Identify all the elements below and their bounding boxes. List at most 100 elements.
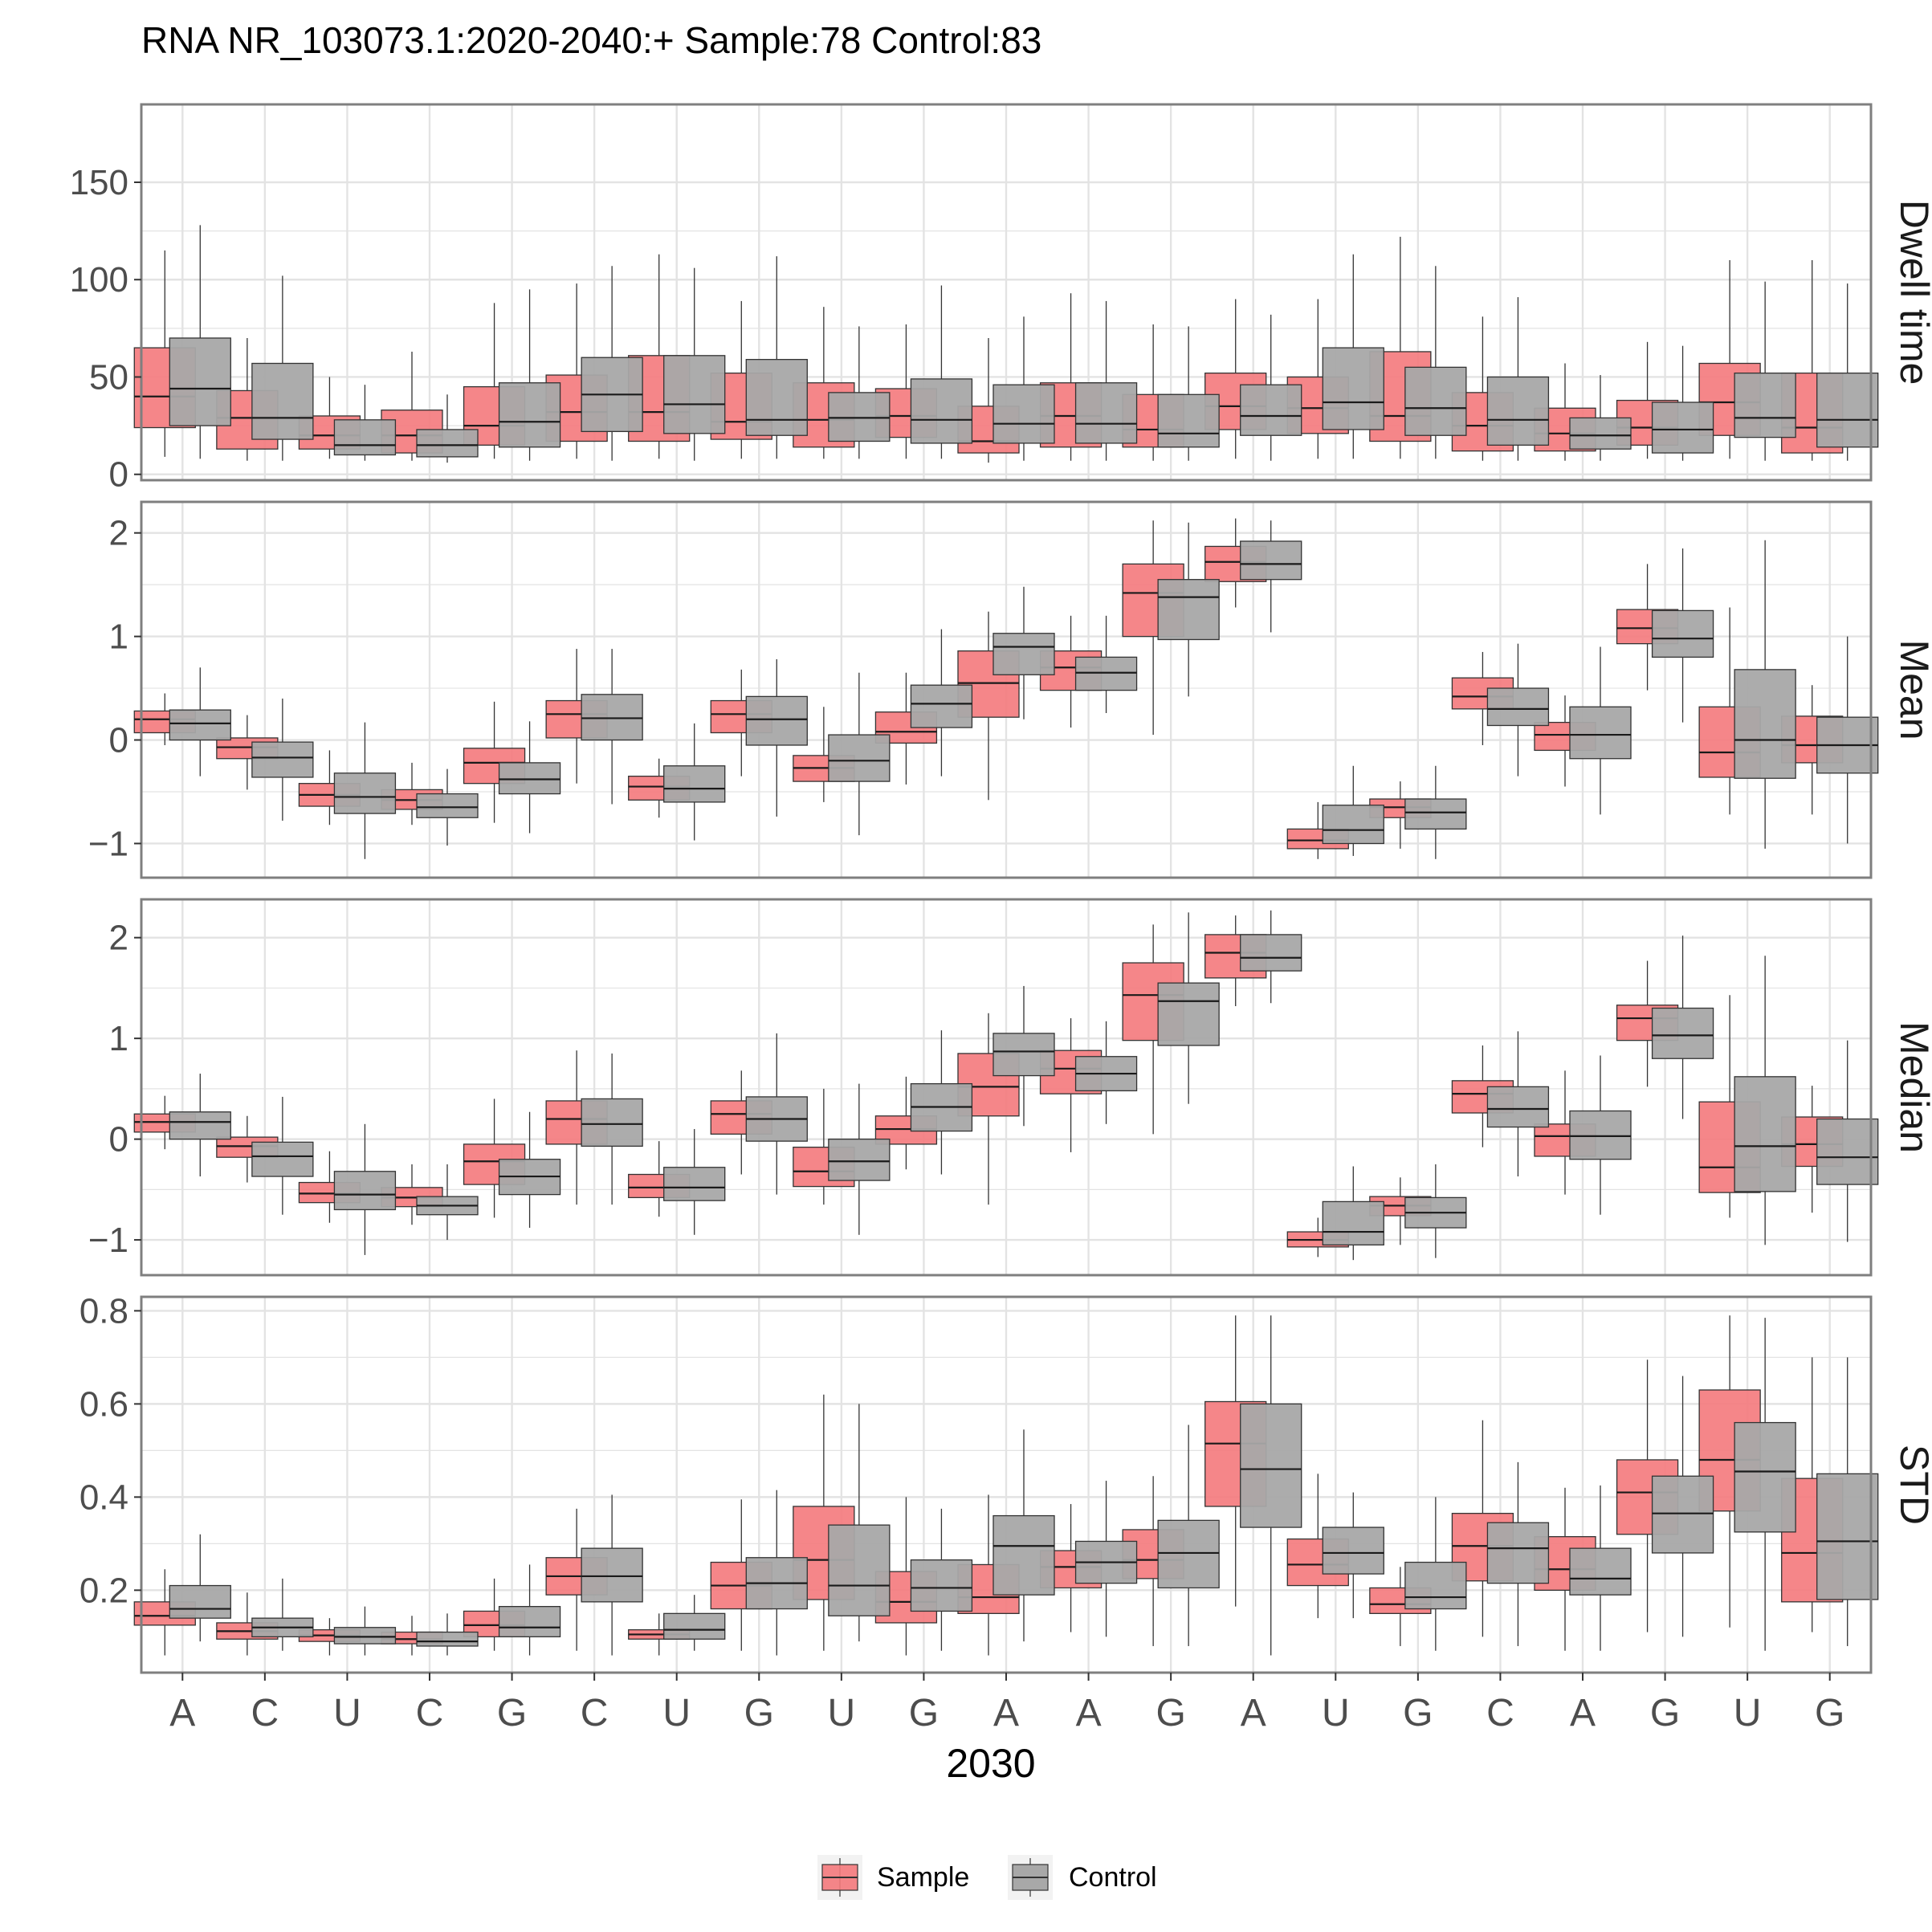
box-body xyxy=(1322,347,1384,430)
panel-border xyxy=(140,898,1873,1277)
box-control xyxy=(581,649,643,805)
y-tick-label: 1 xyxy=(109,618,128,657)
y-tick-label: 50 xyxy=(89,357,128,397)
box-body xyxy=(416,1631,479,1647)
box-body xyxy=(1157,393,1220,448)
box-control xyxy=(992,985,1055,1127)
x-tick-label: G xyxy=(1156,1692,1185,1734)
box-control xyxy=(1734,281,1796,461)
box-body xyxy=(1404,1561,1467,1610)
y-tick-label: 0.4 xyxy=(79,1478,128,1517)
box-control xyxy=(251,1578,314,1651)
box-body xyxy=(581,1547,643,1603)
box-control xyxy=(169,667,231,776)
box-body xyxy=(1816,1473,1879,1600)
box-control xyxy=(1074,300,1138,461)
box-control xyxy=(251,275,314,461)
box-control xyxy=(745,256,808,459)
box-control xyxy=(910,629,973,776)
x-tick-label: G xyxy=(1815,1692,1844,1734)
box-control xyxy=(663,723,726,841)
box-control xyxy=(663,267,726,461)
x-tick-label: U xyxy=(662,1692,691,1734)
box-body xyxy=(828,1524,891,1616)
box-body xyxy=(333,419,397,456)
box-body xyxy=(1074,656,1138,691)
box-control xyxy=(992,1429,1055,1642)
box-control xyxy=(1651,345,1714,461)
box-body xyxy=(663,1612,726,1640)
box-control xyxy=(1322,1492,1384,1619)
box-control xyxy=(1486,297,1550,461)
box-body xyxy=(1569,417,1632,450)
x-tick-label: G xyxy=(1403,1692,1433,1734)
box-body xyxy=(581,694,643,741)
box-control xyxy=(251,1096,314,1215)
box-control xyxy=(416,768,479,846)
box-body xyxy=(169,1584,231,1619)
box-control xyxy=(663,1595,726,1651)
box-control xyxy=(1816,1040,1879,1242)
x-tick-label: A xyxy=(1076,1692,1102,1734)
box-control xyxy=(910,1030,973,1175)
box-body xyxy=(1569,1547,1632,1596)
box-body xyxy=(1486,687,1550,727)
box-body xyxy=(992,384,1055,444)
panel-mean: −1 0 1 2 Mean xyxy=(88,500,1932,879)
box-control xyxy=(828,1404,891,1642)
box-control xyxy=(1734,540,1796,849)
legend-label-control: Control xyxy=(1069,1862,1157,1893)
box-control xyxy=(251,698,314,821)
box-control xyxy=(910,1508,973,1651)
box-control xyxy=(1569,375,1632,461)
box-body xyxy=(581,1098,643,1147)
box-body xyxy=(1486,1086,1550,1128)
panel-std: 0.2 0.4 0.6 0.8 STD xyxy=(79,1291,1932,1674)
box-body xyxy=(1569,706,1632,760)
box-control xyxy=(1240,520,1302,633)
y-tick-label: 2 xyxy=(109,919,128,958)
panel-border xyxy=(140,103,1873,482)
box-body xyxy=(333,1627,397,1645)
box-control xyxy=(1240,314,1302,461)
box-body xyxy=(1322,1200,1384,1246)
box-control xyxy=(1486,643,1550,776)
box-body xyxy=(333,1171,397,1211)
box-control xyxy=(1651,1376,1714,1637)
legend-label-sample: Sample xyxy=(877,1862,969,1893)
x-axis-label: 2030 xyxy=(946,1741,1035,1786)
box-body xyxy=(1322,1526,1384,1575)
box-body xyxy=(1486,1522,1550,1584)
box-body xyxy=(1651,401,1714,454)
x-tick-label: C xyxy=(251,1692,279,1734)
box-control xyxy=(1486,1031,1550,1177)
y-tick-label: −1 xyxy=(88,1221,128,1260)
box-body xyxy=(1651,609,1714,658)
box-control xyxy=(333,1606,397,1656)
box-body xyxy=(663,1167,726,1201)
y-tick-label: 150 xyxy=(70,163,128,202)
box-body xyxy=(1651,1007,1714,1059)
box-body xyxy=(1240,1403,1302,1528)
box-body xyxy=(169,1111,231,1140)
box-body xyxy=(992,1514,1055,1596)
box-body xyxy=(1322,805,1384,845)
x-tick-label: U xyxy=(1322,1692,1350,1734)
box-control xyxy=(581,266,643,461)
box-control xyxy=(1157,1425,1220,1646)
box-control xyxy=(1816,283,1879,461)
box-control xyxy=(1569,1485,1632,1651)
panel-dwell-time: 0 50 100 150 Dwell time xyxy=(70,103,1932,495)
box-body xyxy=(1569,1110,1632,1160)
series-control xyxy=(169,520,1879,859)
box-control xyxy=(1404,765,1467,859)
box-control xyxy=(333,722,397,859)
box-control xyxy=(910,285,973,459)
x-tick-label: U xyxy=(828,1692,856,1734)
box-body xyxy=(1734,372,1796,438)
box-body xyxy=(1157,1519,1220,1589)
box-control xyxy=(1404,266,1467,459)
box-body xyxy=(1734,1421,1796,1533)
box-control xyxy=(1157,912,1220,1104)
box-body xyxy=(992,633,1055,675)
